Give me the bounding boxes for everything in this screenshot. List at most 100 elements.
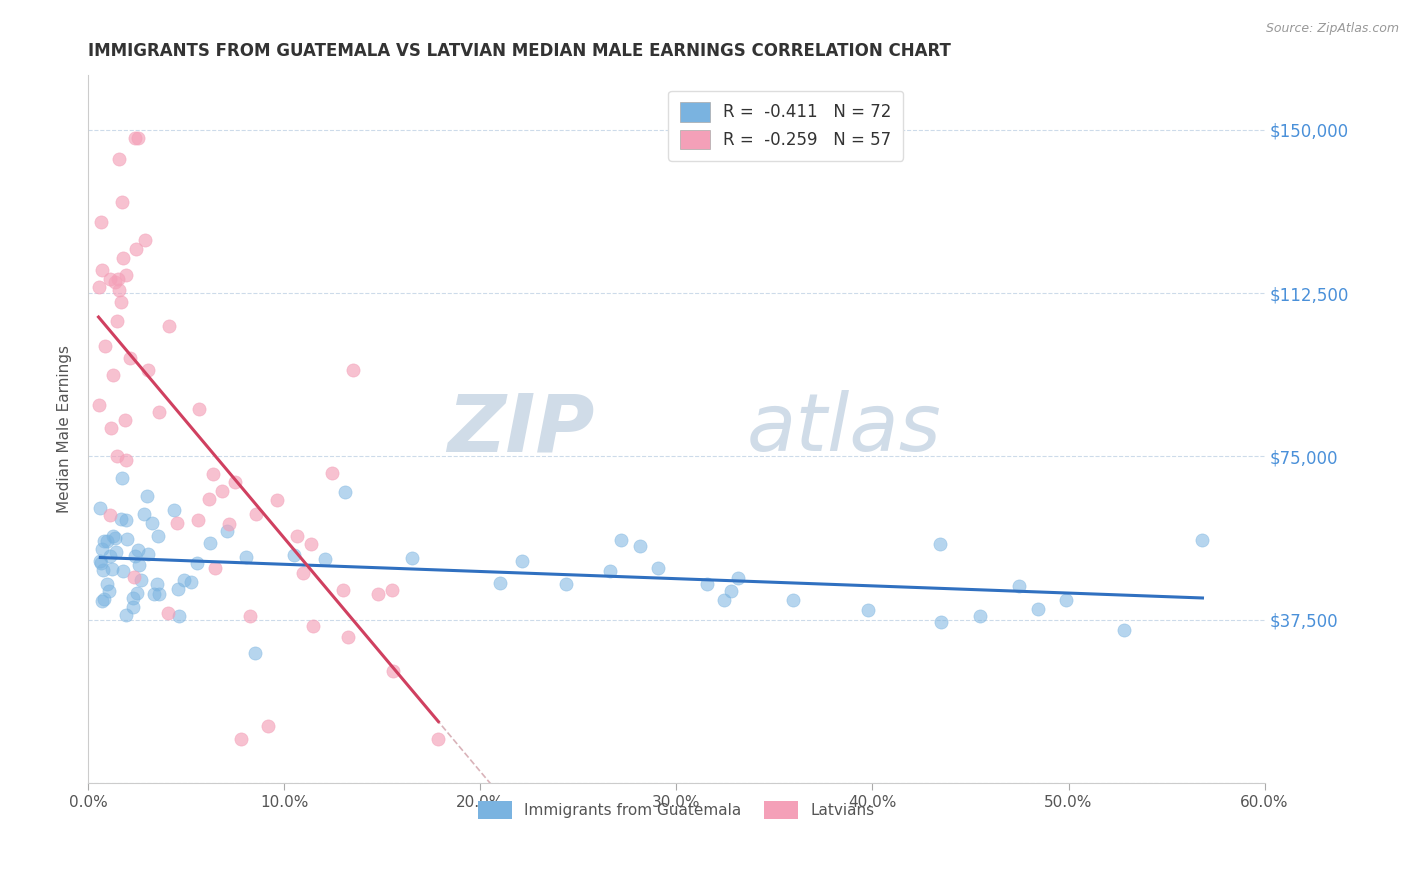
Point — [198, 535, 221, 549]
Legend: Immigrants from Guatemala, Latvians: Immigrants from Guatemala, Latvians — [472, 795, 880, 825]
Point — [187, 513, 209, 527]
Point — [114, 452, 136, 467]
Point — [122, 600, 145, 615]
Point — [148, 404, 170, 418]
Point — [87, 398, 110, 412]
Point — [93, 592, 115, 607]
Point — [89, 554, 111, 568]
Point — [103, 528, 125, 542]
Point — [245, 646, 267, 660]
Point — [554, 577, 576, 591]
Point — [115, 608, 138, 623]
Point — [107, 152, 129, 166]
Point — [211, 484, 233, 499]
Point — [333, 485, 356, 500]
Point — [292, 566, 315, 581]
Point — [108, 283, 131, 297]
Point — [105, 449, 128, 463]
Point — [929, 615, 952, 629]
Point — [105, 544, 128, 558]
Point — [103, 368, 125, 382]
Point — [367, 587, 389, 601]
Point — [727, 570, 749, 584]
Point — [401, 550, 423, 565]
Point — [104, 275, 127, 289]
Point — [104, 532, 127, 546]
Point — [231, 732, 253, 747]
Point — [118, 351, 141, 365]
Point — [91, 541, 114, 556]
Point — [110, 295, 132, 310]
Point — [1056, 593, 1078, 607]
Point — [782, 593, 804, 607]
Point — [186, 556, 208, 570]
Point — [218, 516, 240, 531]
Point — [100, 508, 122, 522]
Point — [283, 548, 305, 562]
Point — [89, 280, 111, 294]
Point — [256, 719, 278, 733]
Point — [321, 466, 343, 480]
Point — [127, 131, 149, 145]
Point — [114, 513, 136, 527]
Point — [136, 547, 159, 561]
Point — [224, 475, 246, 489]
Point — [112, 564, 135, 578]
Point — [285, 529, 308, 543]
Point — [720, 584, 742, 599]
Point — [105, 314, 128, 328]
Point — [166, 516, 188, 531]
Point — [136, 489, 159, 503]
Point — [90, 262, 112, 277]
Point — [98, 549, 121, 563]
Point — [122, 570, 145, 584]
Point — [299, 537, 322, 551]
Point — [93, 339, 115, 353]
Point — [342, 363, 364, 377]
Point — [628, 539, 651, 553]
Point — [90, 557, 112, 571]
Point — [167, 609, 190, 624]
Point — [239, 609, 262, 624]
Point — [173, 573, 195, 587]
Point — [89, 500, 111, 515]
Point — [141, 516, 163, 530]
Point — [125, 242, 148, 256]
Point — [114, 268, 136, 282]
Point — [488, 575, 510, 590]
Text: IMMIGRANTS FROM GUATEMALA VS LATVIAN MEDIAN MALE EARNINGS CORRELATION CHART: IMMIGRANTS FROM GUATEMALA VS LATVIAN MED… — [89, 42, 950, 60]
Text: Source: ZipAtlas.com: Source: ZipAtlas.com — [1265, 22, 1399, 36]
Point — [969, 608, 991, 623]
Point — [111, 471, 134, 485]
Text: atlas: atlas — [747, 390, 942, 468]
Point — [90, 215, 112, 229]
Point — [1008, 579, 1031, 593]
Point — [332, 582, 354, 597]
Point — [91, 564, 114, 578]
Point — [610, 533, 633, 548]
Point — [100, 421, 122, 435]
Point — [96, 534, 118, 549]
Point — [1191, 533, 1213, 547]
Point — [167, 582, 190, 597]
Point — [157, 319, 180, 334]
Point — [215, 524, 238, 538]
Point — [148, 587, 170, 601]
Y-axis label: Median Male Earnings: Median Male Earnings — [58, 345, 72, 513]
Point — [336, 630, 359, 644]
Point — [245, 508, 267, 522]
Point — [114, 413, 136, 427]
Text: ZIP: ZIP — [447, 390, 593, 468]
Point — [112, 252, 135, 266]
Point — [302, 619, 325, 633]
Point — [188, 401, 211, 416]
Point — [1026, 601, 1049, 615]
Point — [107, 272, 129, 286]
Point — [142, 587, 165, 601]
Point — [599, 564, 621, 578]
Point — [163, 503, 186, 517]
Point — [266, 492, 288, 507]
Point — [856, 603, 879, 617]
Point — [202, 467, 225, 482]
Point — [146, 577, 169, 591]
